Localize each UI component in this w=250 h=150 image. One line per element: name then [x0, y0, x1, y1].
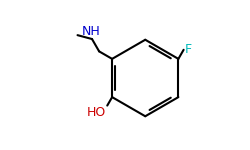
Text: NH: NH	[82, 25, 101, 38]
Text: F: F	[185, 43, 192, 56]
Text: HO: HO	[87, 106, 106, 119]
